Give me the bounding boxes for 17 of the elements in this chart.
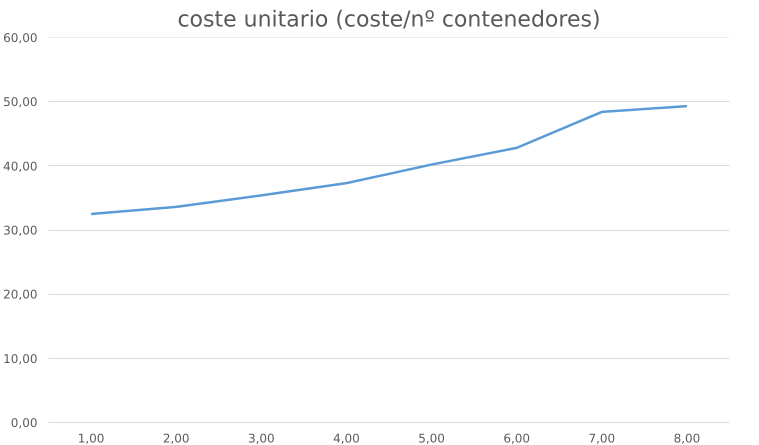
x-tick-label: 1,00 <box>78 432 104 445</box>
x-tick-label: 3,00 <box>248 432 275 445</box>
line-series <box>90 104 688 216</box>
x-tick-label: 4,00 <box>333 432 360 445</box>
y-tick-label: 0,00 <box>10 416 38 430</box>
x-tick-label: 2,00 <box>162 432 190 445</box>
x-tick-label: 8,00 <box>674 432 700 445</box>
y-tick-label: 60,00 <box>3 31 38 45</box>
x-tick-label: 7,00 <box>588 432 616 445</box>
x-tick-label: 5,00 <box>418 432 445 445</box>
y-tick-label: 40,00 <box>3 159 38 174</box>
y-tick-label: 50,00 <box>3 95 38 110</box>
chart-title: coste unitario (coste/nº contenedores) <box>177 8 601 32</box>
y-tick-label: 10,00 <box>3 352 38 366</box>
y-tick-label: 20,00 <box>3 288 38 302</box>
y-tick-label: 30,00 <box>3 224 38 238</box>
x-tick-label: 6,00 <box>503 432 530 445</box>
